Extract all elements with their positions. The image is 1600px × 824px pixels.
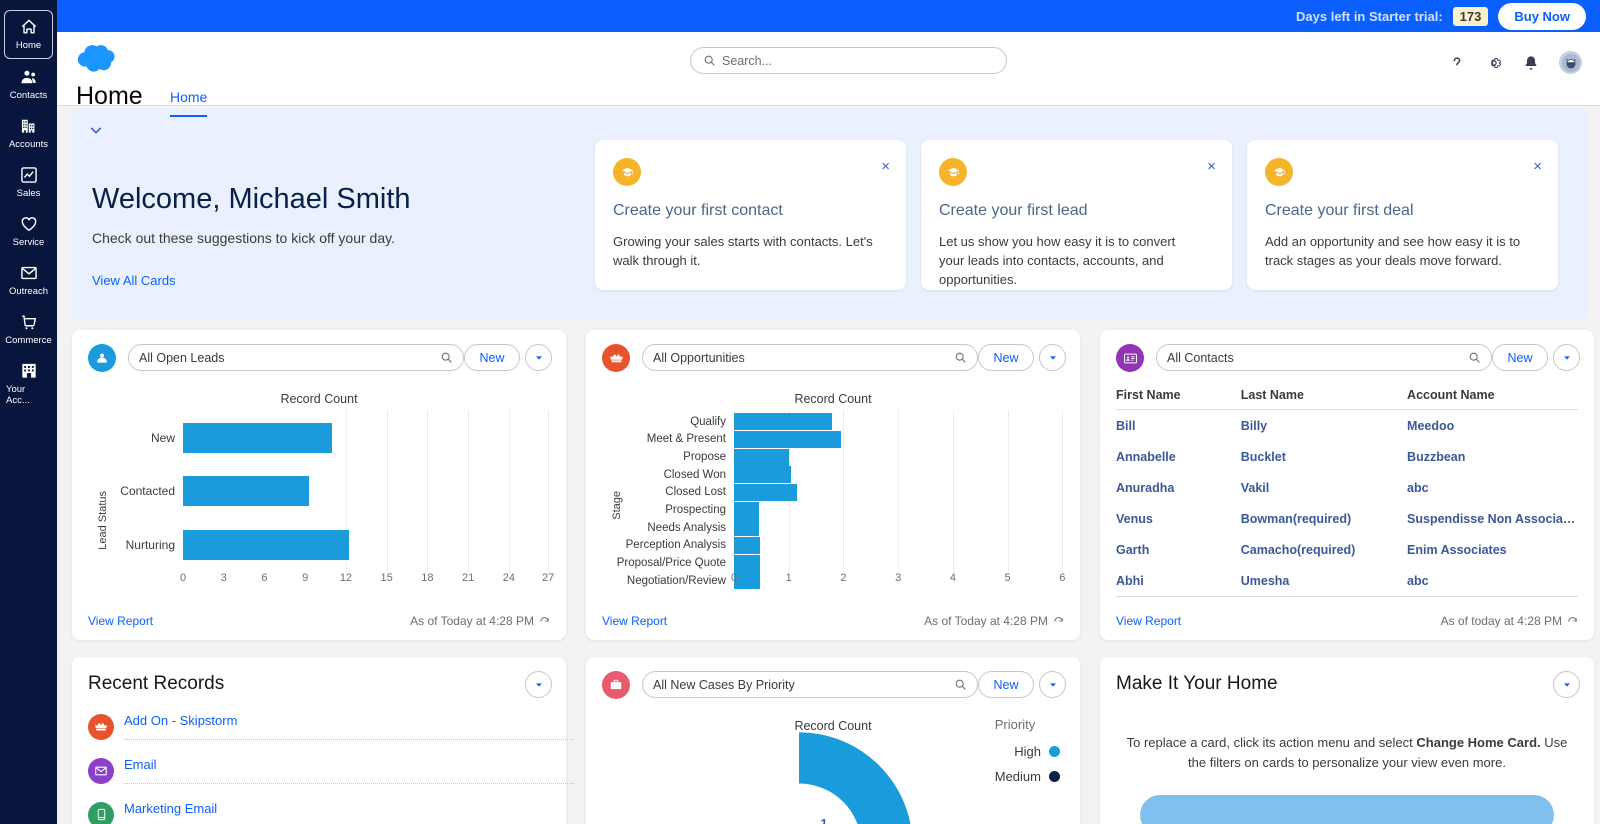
svg-text:1: 1 (821, 817, 828, 824)
